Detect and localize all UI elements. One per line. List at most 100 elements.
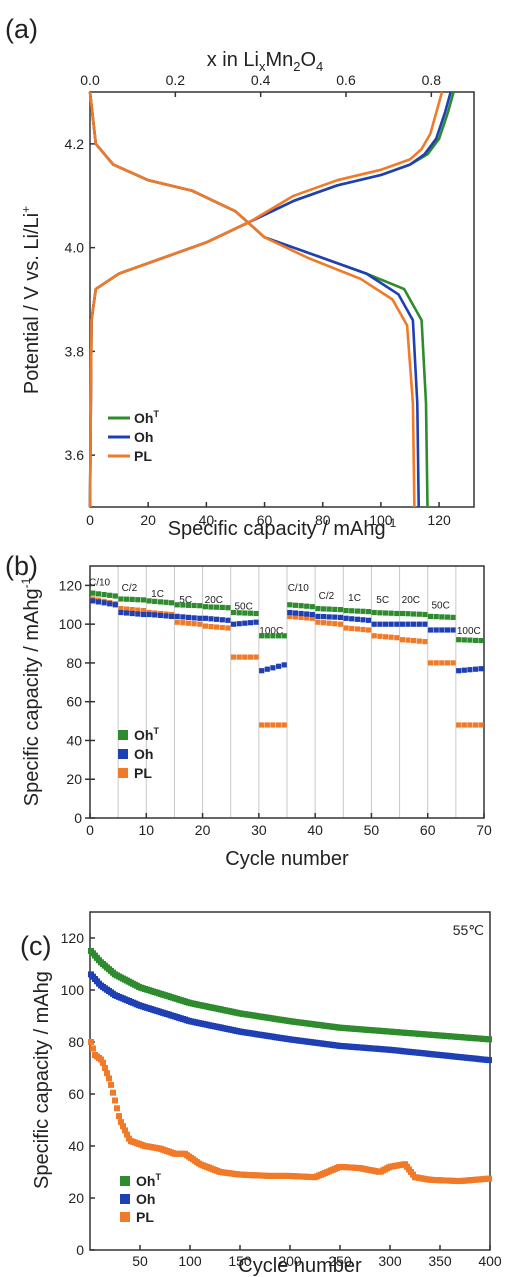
point-OhT xyxy=(360,608,366,614)
point-OhT xyxy=(185,602,192,608)
panel-c-label: (c) xyxy=(20,931,51,961)
point-OhT xyxy=(264,633,270,639)
point-PL xyxy=(321,620,327,626)
point-OhT xyxy=(129,596,135,602)
point-Oh xyxy=(366,617,372,623)
top-x-tick-label: 0.8 xyxy=(422,72,442,88)
point-Oh xyxy=(388,621,394,627)
mid: Mn xyxy=(265,49,293,71)
point-Oh xyxy=(112,602,118,608)
y-tick-label: 120 xyxy=(59,577,83,593)
point-Oh xyxy=(118,609,124,616)
point-OhT xyxy=(416,611,422,617)
x-tick-label: 20 xyxy=(195,822,211,838)
point-PL xyxy=(253,654,259,660)
point-PL xyxy=(332,621,338,627)
point-PL xyxy=(287,613,293,619)
point-Oh xyxy=(411,621,417,627)
point-PL xyxy=(377,633,383,639)
y-tick-label: 60 xyxy=(68,1086,84,1102)
x-tick-label: 400 xyxy=(478,1253,502,1269)
point-PL xyxy=(382,634,389,640)
point-OhT xyxy=(236,610,242,616)
legend-label-PL: PL xyxy=(134,448,152,464)
point-OhT xyxy=(174,602,180,608)
point-PL xyxy=(411,638,417,644)
y-axis-label: Potential / V vs. Li/Li+ xyxy=(19,206,43,394)
point-OhT xyxy=(107,592,113,598)
point-OhT xyxy=(247,610,253,616)
point-Oh xyxy=(135,611,141,617)
y-axis-label-sup: -1 xyxy=(19,577,33,588)
x-tick-label: 50 xyxy=(364,822,380,838)
point-PL xyxy=(124,1131,130,1138)
point-PL xyxy=(129,607,135,613)
y-tick-label: 0 xyxy=(74,810,82,826)
point-PL xyxy=(219,624,225,631)
rate-label: 20C xyxy=(402,595,420,606)
rate-label: 100C xyxy=(457,626,481,637)
x-tick-label: 0 xyxy=(86,512,94,528)
legend-sup: T xyxy=(155,1172,161,1182)
point-OhT xyxy=(225,605,231,611)
rate-label: 50C xyxy=(234,602,252,613)
point-OhT xyxy=(309,604,315,610)
point-Oh xyxy=(95,599,101,605)
x-axis-label: Cycle number xyxy=(238,1255,362,1277)
point-PL xyxy=(180,620,186,626)
point-Oh xyxy=(461,667,467,673)
point-PL xyxy=(114,1105,120,1112)
point-Oh xyxy=(225,617,231,623)
point-OhT xyxy=(112,593,118,599)
sub: x xyxy=(259,59,266,74)
point-Oh xyxy=(242,620,248,626)
point-OhT xyxy=(332,606,338,612)
point-PL xyxy=(360,626,366,633)
rate-label: 20C xyxy=(205,595,223,606)
x-tick-label: 60 xyxy=(257,512,273,528)
y-tick-label: 80 xyxy=(66,655,82,671)
rate-label: 1C xyxy=(151,589,164,600)
y-tick-label: 4.2 xyxy=(65,136,85,152)
point-PL xyxy=(292,614,298,620)
legend-label-PL: PL xyxy=(136,1209,154,1225)
point-PL xyxy=(90,1045,96,1052)
point-OhT xyxy=(366,609,372,615)
point-Oh xyxy=(326,614,332,620)
point-OhT xyxy=(478,638,484,644)
y-tick-label: 4.0 xyxy=(65,240,85,256)
y-tick-label: 20 xyxy=(66,771,82,787)
x-tick-label: 200 xyxy=(278,1253,302,1269)
point-OhT xyxy=(140,597,147,603)
point-PL xyxy=(110,1089,116,1096)
point-PL xyxy=(230,654,237,660)
point-PL xyxy=(444,660,450,666)
point-OhT xyxy=(405,611,411,617)
legend-label-PL: PL xyxy=(134,765,152,781)
point-OhT xyxy=(422,611,428,618)
panel-a-label: (a) xyxy=(5,14,38,44)
top-x-tick-label: 0.2 xyxy=(166,72,186,88)
point-Oh xyxy=(439,627,445,633)
x-tick-label: 60 xyxy=(420,822,436,838)
point-OhT xyxy=(253,610,259,617)
point-Oh xyxy=(298,610,304,617)
point-Oh xyxy=(321,614,327,620)
y-tick-label: 40 xyxy=(68,1138,84,1154)
point-PL xyxy=(349,625,355,632)
point-OhT xyxy=(382,610,389,616)
point-PL xyxy=(422,639,428,645)
x-tick-label: 80 xyxy=(315,512,331,528)
point-OhT xyxy=(163,599,169,605)
point-OhT xyxy=(473,637,479,643)
point-OhT xyxy=(433,614,439,620)
point-OhT xyxy=(230,609,237,616)
y-tick-label: 100 xyxy=(59,616,83,632)
point-OhT xyxy=(388,610,394,616)
x-tick-label: 20 xyxy=(140,512,156,528)
point-PL xyxy=(486,1175,492,1182)
panel-b-label: (b) xyxy=(5,551,38,581)
y-tick-label: 60 xyxy=(66,694,82,710)
rate-label: C/10 xyxy=(288,583,310,594)
rate-label: 1C xyxy=(348,593,361,604)
